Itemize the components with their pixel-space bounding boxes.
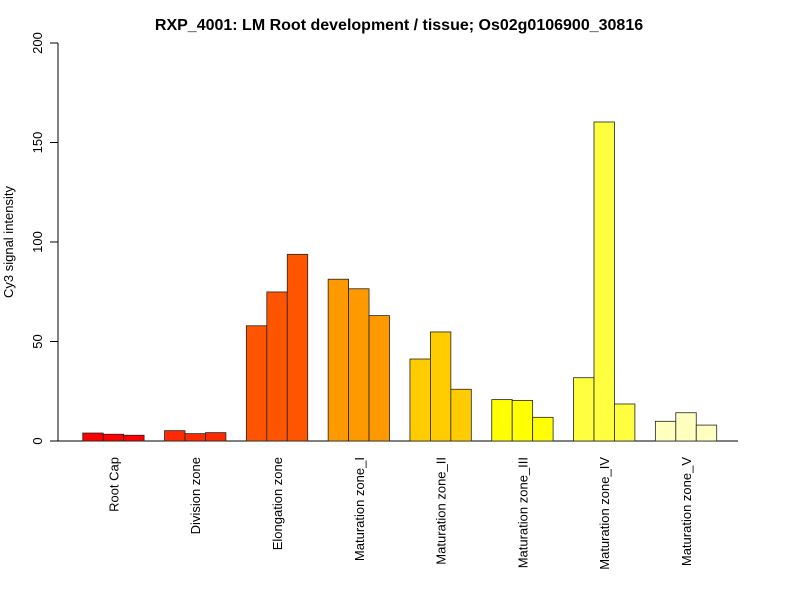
- bar-maturation-zone-ii-rep2: [429, 331, 452, 442]
- y-tick-label: 50: [30, 334, 45, 348]
- bar-maturation-zone-iii-rep3: [532, 416, 554, 442]
- bars-group: [82, 121, 718, 442]
- y-tick-label: 150: [30, 132, 45, 154]
- bar-division-zone-rep2: [184, 433, 206, 442]
- bar-root-cap-rep1: [82, 432, 104, 442]
- bar-maturation-zone-iv-rep1: [573, 377, 595, 442]
- x-tick-label: Root Cap: [106, 457, 121, 512]
- y-tick-label: 0: [30, 437, 45, 444]
- bar-elongation-zone-rep2: [266, 291, 288, 442]
- bar-maturation-zone-iii-rep2: [511, 400, 534, 442]
- bar-root-cap-rep3: [123, 434, 145, 442]
- bar-maturation-zone-v-rep2: [675, 412, 697, 442]
- bar-maturation-zone-ii-rep3: [450, 388, 472, 442]
- x-tick-label: Maturation zone_V: [679, 457, 694, 566]
- x-tick-label: Elongation zone: [270, 457, 285, 550]
- x-tick-label: Division zone: [188, 457, 203, 534]
- bar-maturation-zone-iv-rep3: [614, 403, 636, 442]
- x-tick-label: Maturation zone_III: [515, 457, 530, 568]
- y-tick-label: 200: [30, 32, 45, 54]
- bar-maturation-zone-i-rep2: [348, 288, 370, 442]
- bar-elongation-zone-rep1: [245, 325, 268, 442]
- chart-title: RXP_4001: LM Root development / tissue; …: [155, 17, 643, 34]
- bar-elongation-zone-rep3: [286, 253, 309, 442]
- bar-division-zone-rep1: [164, 430, 186, 442]
- bar-maturation-zone-i-rep1: [327, 278, 349, 442]
- bar-root-cap-rep2: [102, 433, 125, 442]
- bar-maturation-zone-iv-rep2: [593, 121, 615, 442]
- bar-division-zone-rep3: [205, 432, 227, 442]
- x-tick-label: Maturation zone_IV: [597, 457, 612, 570]
- bar-maturation-zone-v-rep1: [654, 420, 677, 442]
- bar-maturation-zone-i-rep3: [368, 315, 390, 442]
- bar-maturation-zone-iii-rep1: [491, 399, 513, 442]
- bar-maturation-zone-v-rep3: [695, 424, 718, 442]
- y-tick-label: 100: [30, 231, 45, 253]
- y-axis-label: Cy3 signal intensity: [1, 186, 16, 298]
- y-axis-ticks: 0 50 100 150 200: [30, 32, 58, 445]
- x-axis-labels: Root Cap Division zone Elongation zone Matu…: [106, 457, 694, 570]
- x-tick-label: Maturation zone_II: [434, 457, 449, 565]
- x-tick-label: Maturation zone_I: [352, 457, 367, 561]
- bar-maturation-zone-ii-rep1: [409, 358, 431, 442]
